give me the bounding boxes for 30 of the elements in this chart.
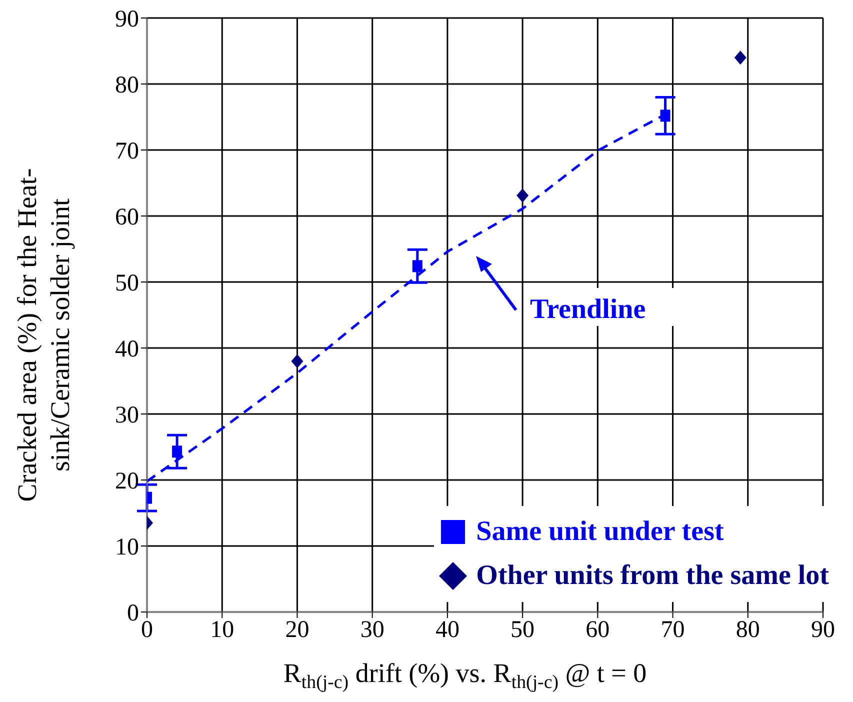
y-axis-title: Cracked area (%) for the Heat-sink/Ceramic solder joint <box>12 168 75 502</box>
point <box>291 354 304 368</box>
point <box>516 188 529 203</box>
legend-label: Same unit under test <box>476 515 724 549</box>
x-tick-label: 50 <box>510 617 535 644</box>
x-tick-label: 90 <box>811 617 835 644</box>
y-tick-label: 20 <box>115 468 139 495</box>
x-tick-label: 60 <box>586 617 610 644</box>
x-tick-label: 30 <box>360 617 384 644</box>
y-tick-label: 50 <box>115 270 139 297</box>
y-tick-label: 60 <box>115 204 139 231</box>
y-tick-label: 0 <box>127 600 139 627</box>
annotation: Trendline <box>530 294 646 325</box>
y-tick-label: 30 <box>115 402 139 429</box>
point <box>172 446 182 458</box>
y-tick-label: 10 <box>115 534 139 561</box>
x-tick-label: 80 <box>736 617 760 644</box>
x-tick-label: 70 <box>660 617 685 644</box>
y-tick-label: 80 <box>115 72 139 99</box>
y-tick-label: 70 <box>115 138 139 165</box>
point <box>734 50 746 65</box>
x-tick-label: 20 <box>285 617 310 644</box>
x-tick-label: 10 <box>210 617 234 644</box>
legend-label: Other units from the same lot <box>476 559 829 593</box>
x-tick-label: 40 <box>435 617 460 644</box>
point <box>660 110 670 122</box>
y-tick-label: 90 <box>115 6 139 33</box>
point <box>412 260 422 272</box>
x-axis-title: R$_{th(j-c)}$ drift (%) vs. R$_{th(j-c)}$ @ t = 0 <box>283 658 647 693</box>
y-tick-label: 40 <box>115 336 139 363</box>
